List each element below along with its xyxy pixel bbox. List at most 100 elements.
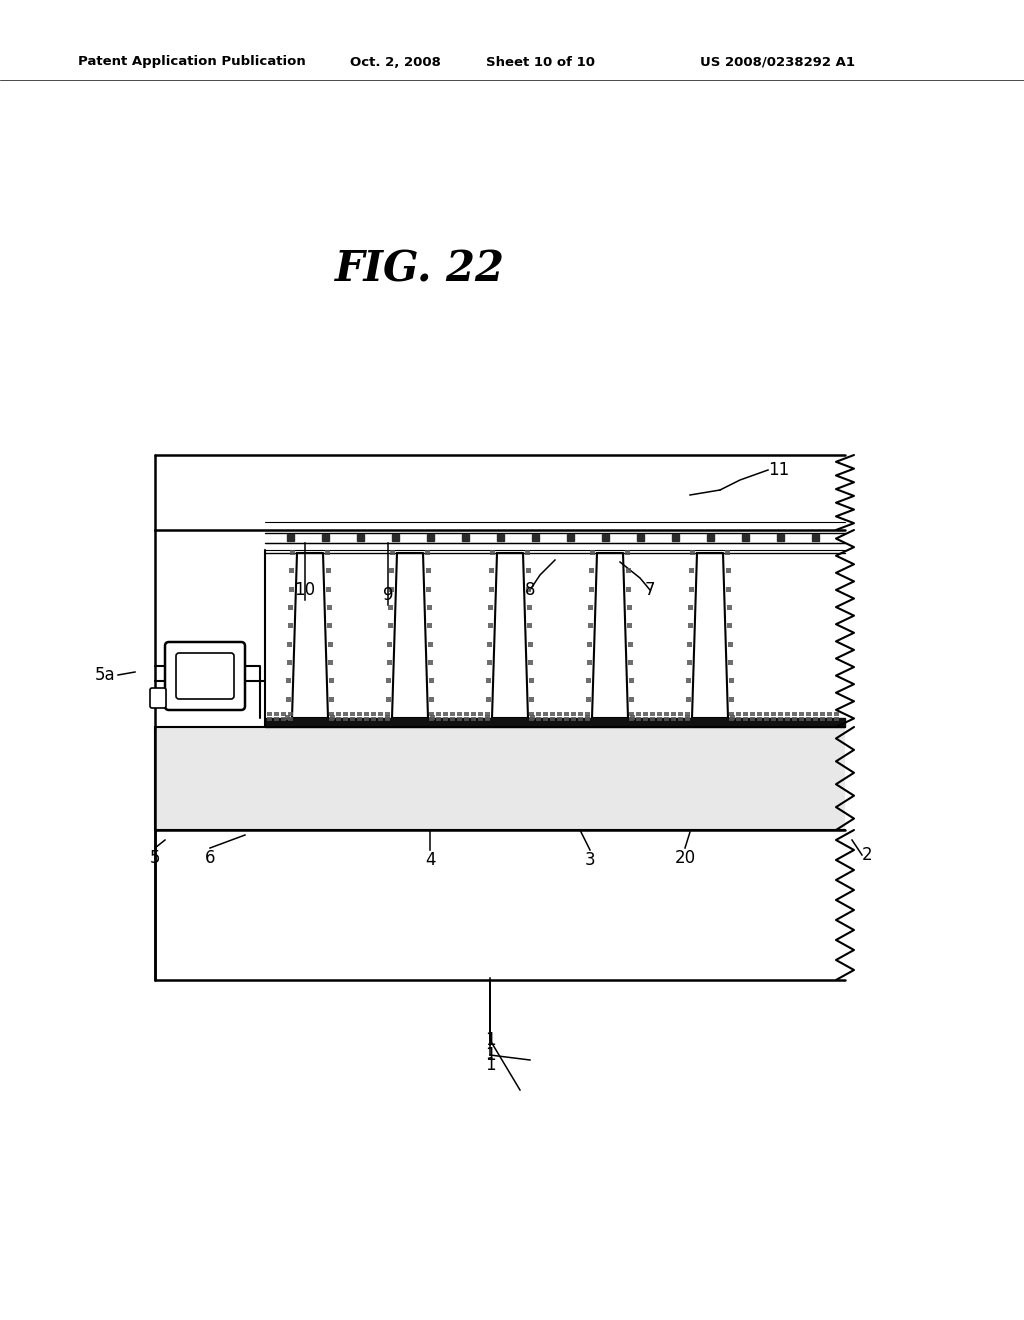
Bar (265, 718, 845, 727)
Bar (267, 711, 272, 715)
Bar (589, 605, 593, 610)
Bar (626, 569, 631, 573)
Bar (536, 711, 541, 715)
Bar (436, 711, 441, 715)
Bar (664, 711, 669, 715)
Text: FIG. 22: FIG. 22 (335, 249, 505, 290)
Bar (827, 711, 831, 715)
Bar (799, 711, 804, 715)
Bar (585, 711, 590, 715)
Bar (629, 717, 634, 721)
Bar (427, 605, 432, 610)
Bar (486, 678, 492, 684)
Bar (327, 605, 332, 610)
Bar (742, 535, 749, 541)
Bar (343, 717, 348, 721)
Bar (778, 711, 783, 715)
Bar (757, 717, 762, 721)
Bar (478, 711, 483, 715)
Bar (488, 586, 494, 591)
Bar (525, 569, 530, 573)
Bar (578, 717, 583, 721)
Bar (690, 550, 695, 554)
Bar (729, 678, 734, 684)
Bar (771, 711, 776, 715)
Bar (536, 717, 541, 721)
Bar (464, 717, 469, 721)
Bar (764, 717, 769, 721)
Bar (727, 605, 732, 610)
Bar (387, 642, 392, 647)
Bar (386, 678, 391, 684)
Bar (643, 717, 648, 721)
Text: 4: 4 (425, 851, 435, 869)
Bar (834, 717, 839, 721)
Bar (743, 711, 748, 715)
Bar (725, 550, 730, 554)
Bar (326, 586, 331, 591)
Bar (630, 715, 635, 719)
Bar (489, 569, 495, 573)
Bar (585, 715, 590, 719)
Text: 10: 10 (295, 581, 315, 599)
Bar (389, 569, 394, 573)
Bar (388, 605, 393, 610)
Bar (636, 717, 641, 721)
Bar (792, 711, 797, 715)
Bar (285, 715, 290, 719)
Bar (529, 711, 534, 715)
Bar (728, 660, 733, 665)
Bar (637, 535, 644, 541)
Bar (785, 717, 790, 721)
Bar (286, 697, 291, 702)
Bar (155, 727, 845, 830)
Bar (290, 550, 295, 554)
Bar (571, 711, 575, 715)
Bar (820, 717, 825, 721)
Bar (564, 717, 569, 721)
Bar (812, 535, 819, 541)
Bar (743, 717, 748, 721)
Bar (326, 569, 331, 573)
Bar (487, 642, 493, 647)
Bar (729, 711, 734, 715)
Bar (529, 697, 535, 702)
Bar (287, 535, 294, 541)
Bar (526, 586, 531, 591)
Bar (764, 711, 769, 715)
Bar (587, 642, 592, 647)
Bar (290, 569, 295, 573)
Bar (343, 711, 348, 715)
Text: 5: 5 (150, 849, 160, 867)
Bar (336, 717, 341, 721)
Bar (328, 623, 332, 628)
Text: Patent Application Publication: Patent Application Publication (78, 55, 306, 69)
Bar (778, 717, 783, 721)
Bar (630, 697, 635, 702)
Bar (687, 642, 692, 647)
Bar (287, 642, 292, 647)
Bar (736, 711, 741, 715)
Bar (586, 678, 591, 684)
Bar (525, 550, 530, 554)
Bar (325, 550, 330, 554)
Bar (329, 711, 334, 715)
Text: 8: 8 (524, 581, 536, 599)
Bar (428, 660, 433, 665)
Bar (571, 717, 575, 721)
Bar (650, 717, 655, 721)
Bar (457, 711, 462, 715)
Bar (627, 605, 632, 610)
Bar (330, 715, 335, 719)
Bar (429, 711, 434, 715)
Bar (650, 711, 655, 715)
Bar (777, 535, 784, 541)
Bar (792, 717, 797, 721)
Bar (385, 715, 390, 719)
Text: Sheet 10 of 10: Sheet 10 of 10 (485, 55, 595, 69)
Bar (729, 717, 734, 721)
Bar (625, 550, 630, 554)
Bar (450, 711, 455, 715)
Bar (757, 711, 762, 715)
Bar (543, 711, 548, 715)
